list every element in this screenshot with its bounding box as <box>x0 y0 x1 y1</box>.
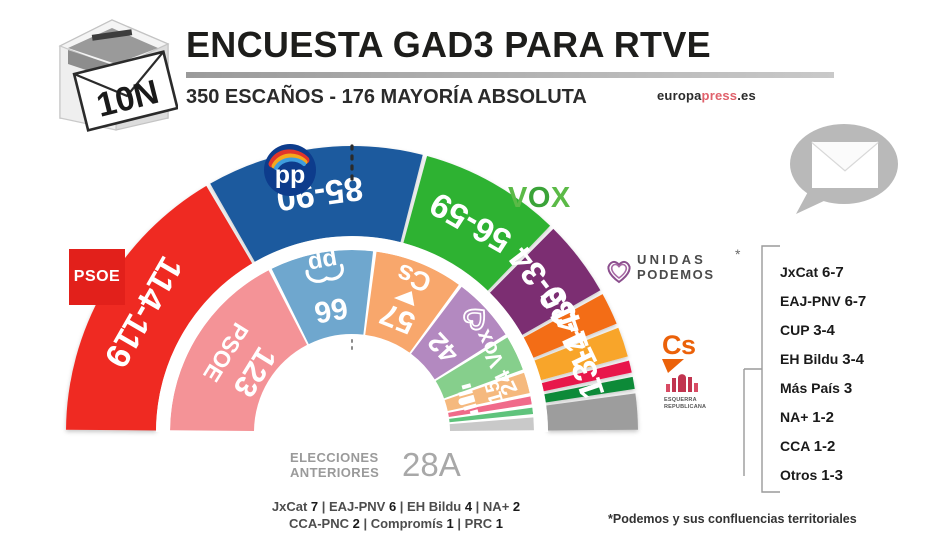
unidas-podemos-line2: PODEMOS <box>637 267 715 282</box>
header-subtitle: 350 ESCAÑOS - 176 MAYORÍA ABSOLUTA <box>186 86 587 108</box>
legend-item-name: JxCat <box>780 264 823 280</box>
previous-election-line2: ANTERIORES <box>290 465 380 480</box>
outer-ring-segment-erc <box>534 327 628 381</box>
inner-ring-segment-vox <box>435 337 523 399</box>
legend-item-value: 6-7 <box>822 264 844 281</box>
header-divider <box>186 72 834 78</box>
legend-item-m-s-pa-s: Más País 3 <box>780 374 945 403</box>
legend-item-eh-bildu: EH Bildu 3-4 <box>780 345 945 374</box>
legend-item-value: 6-7 <box>844 293 867 310</box>
cs-flag-icon <box>662 359 684 373</box>
previous-election-caption-lines: ELECCIONES ANTERIORES <box>290 450 379 480</box>
heart-icon <box>607 260 631 284</box>
legend-bracket <box>742 244 782 494</box>
legend-item-name: CUP <box>780 322 814 338</box>
legend-item-value: 1-2 <box>813 438 836 455</box>
outer-ring-segment-unidas-podemos <box>489 228 601 335</box>
europapress-logo-part1: europa <box>657 88 702 103</box>
europapress-logo-part2: press <box>701 88 738 103</box>
legend-item-name: Más País <box>780 380 844 396</box>
europapress-logo: europapress.es <box>657 88 756 103</box>
legend-item-name: CCA <box>780 438 814 454</box>
ballot-box-icon: 10N <box>46 6 179 134</box>
inner-ring-segment-pp <box>271 250 374 345</box>
previous-small-parties-line1: JxCat 7 | EAJ-PNV 6 | EH Bildu 4 | NA+ 2 <box>271 499 521 514</box>
legend-item-name: EH Bildu <box>780 351 843 367</box>
vox-logo-o: O <box>527 182 551 214</box>
inner-ring-pp-logo: pp <box>305 246 344 283</box>
legend-item-na-: NA+ 1-2 <box>780 403 945 432</box>
psoe-logo-label: PSOE <box>73 268 121 285</box>
europapress-logo-part3: .es <box>737 88 756 103</box>
legend-item-cup: CUP 3-4 <box>780 316 945 345</box>
unidas-podemos-line1: UNIDAS <box>637 252 707 267</box>
inner-ring-value-pp: 66 <box>312 291 350 329</box>
erc-caption-line1: ESQUERRA <box>664 397 697 403</box>
unidas-podemos-logo-mark: UNIDAS PODEMOS * <box>604 246 750 294</box>
inner-ring-segment-jxcat <box>448 396 532 418</box>
vox-logo-v: V <box>508 182 528 214</box>
cs-logo-label: Cs <box>662 330 696 360</box>
previous-election-date: 28A <box>402 446 461 483</box>
cs-logo-mark: Cs <box>662 330 714 374</box>
legend-item-name: NA+ <box>780 409 813 425</box>
inner-ring-cs-flag-icon <box>393 291 415 307</box>
outer-ring-segment-cs <box>523 294 617 358</box>
footnote: *Podemos y sus confluencias territoriale… <box>608 512 857 526</box>
inner-ring-segment-psoe <box>170 270 308 432</box>
previous-election-caption: ELECCIONES ANTERIORES 28A <box>290 446 530 490</box>
pp-logo-label: pp <box>275 161 306 189</box>
vox-logo-mark: VOX <box>508 182 571 215</box>
svg-text:pp: pp <box>306 246 339 278</box>
erc-caption: ESQUERRA REPUBLICANA <box>664 397 724 410</box>
previous-small-parties: JxCat 7 | EAJ-PNV 6 | EH Bildu 4 | NA+ 2… <box>186 498 606 532</box>
pp-logo-badge: pp <box>262 142 318 198</box>
legend-item-value: 1-3 <box>821 467 843 484</box>
page-title: ENCUESTA GAD3 PARA RTVE <box>186 24 711 65</box>
outer-ring-segment-pp <box>210 146 423 262</box>
legend-item-value: 1-2 <box>812 409 834 426</box>
outer-ring-segment-otros <box>546 393 638 431</box>
erc-logo-mark: ESQUERRA REPUBLICANA <box>664 372 724 416</box>
legend-item-value: 3-4 <box>813 322 835 339</box>
legend-item-jxcat: JxCat 6-7 <box>780 258 945 287</box>
inner-ring-segment-otros <box>449 417 534 432</box>
erc-bars-icon <box>666 374 698 392</box>
vox-logo-x: X <box>550 182 571 214</box>
legend-item-value: 3-4 <box>842 351 864 368</box>
seat-semicircle-chart: 114-119 85-90 56-59 30-34 14-15 13-14 PSOE 123 p… <box>0 132 700 512</box>
outer-ring-segment-psoe <box>66 185 253 431</box>
outer-ring-segment-eaj-pnv <box>544 376 635 403</box>
inner-ring-segment-eaj-pnv <box>449 407 534 423</box>
legend-item-otros: Otros 1-3 <box>780 461 945 490</box>
legend-item-name: Otros <box>780 467 822 483</box>
legend-item-eaj-pnv: EAJ-PNV 6-7 <box>780 287 945 316</box>
legend-item-cca: CCA 1-2 <box>780 432 945 461</box>
psoe-logo-badge: PSOE <box>69 249 125 305</box>
outer-ring-segment-vox <box>403 156 551 291</box>
small-parties-legend: JxCat 6-7 EAJ-PNV 6-7 CUP 3-4 EH Bildu 3-4 M… <box>780 258 945 490</box>
outer-ring-segment-jxcat <box>541 360 632 392</box>
previous-election-line1: ELECCIONES <box>290 450 379 465</box>
legend-item-value: 3 <box>843 380 853 397</box>
erc-caption-line2: REPUBLICANA <box>664 403 707 410</box>
arc-group <box>66 146 638 432</box>
envelope-bubble-icon <box>782 118 902 222</box>
legend-item-name: EAJ-PNV <box>780 293 845 309</box>
unidas-podemos-text: UNIDAS PODEMOS <box>637 252 715 282</box>
previous-small-parties-line2: CCA-PNC 2 | Compromís 1 | PRC 1 <box>289 516 503 531</box>
inner-ring-erc-bars-icon <box>458 383 479 416</box>
unidas-podemos-asterisk: * <box>735 246 741 262</box>
